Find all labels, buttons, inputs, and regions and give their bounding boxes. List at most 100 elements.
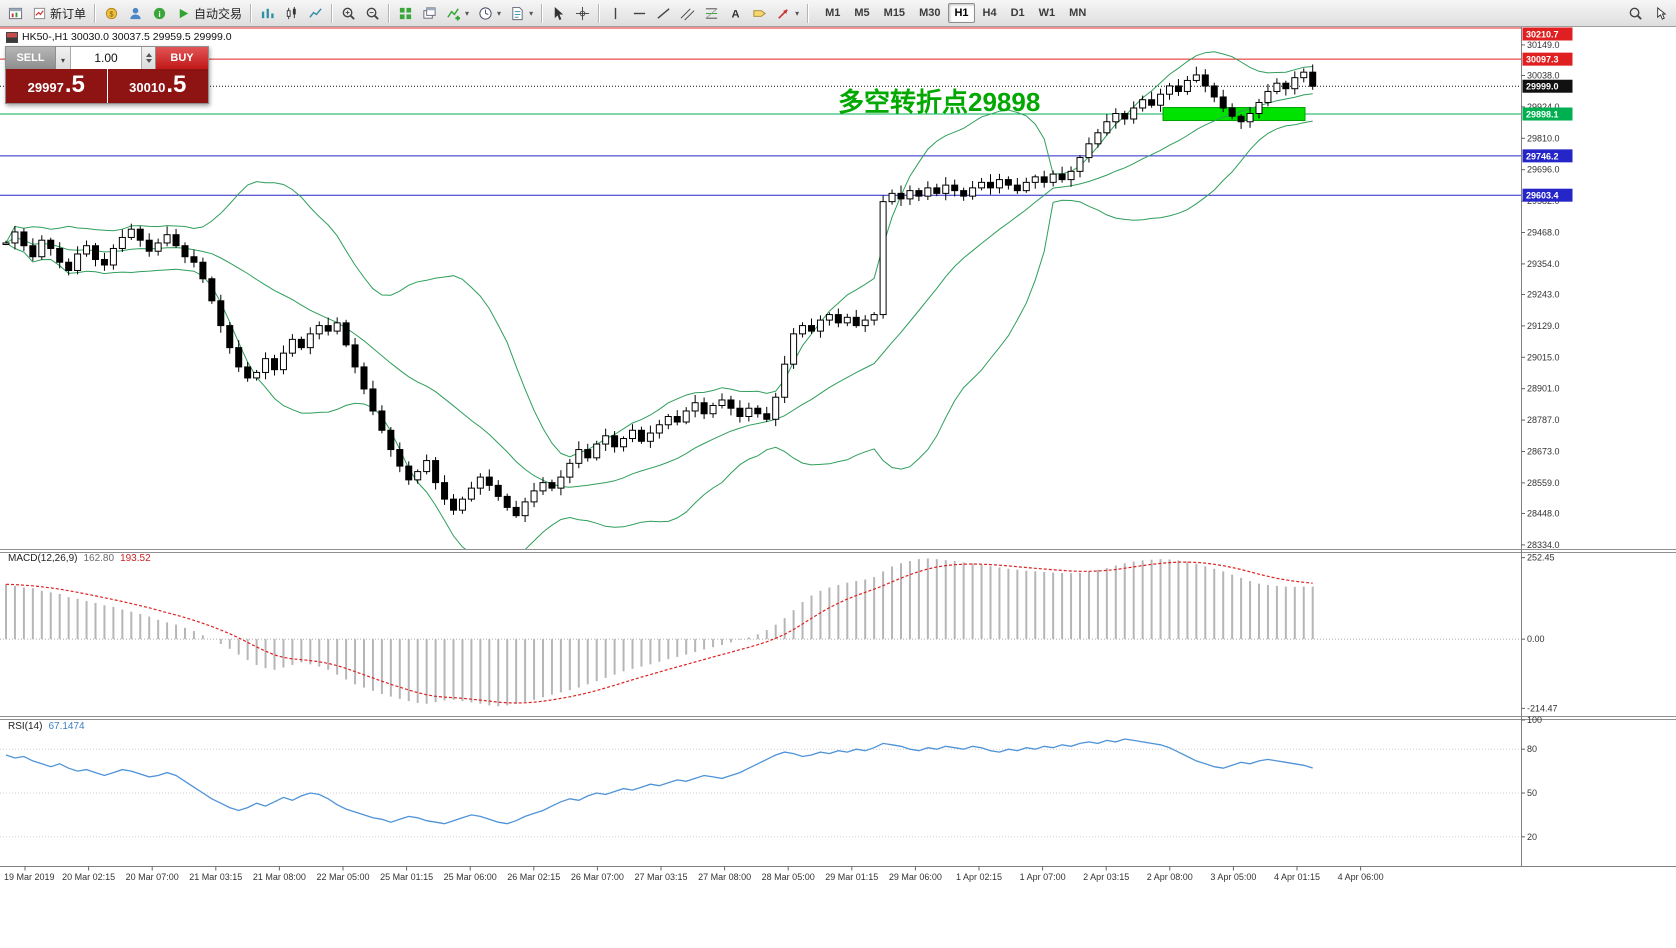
buy-button[interactable]: BUY [156, 47, 208, 69]
time-label: 22 Mar 05:00 [316, 872, 369, 882]
volume-input[interactable] [71, 47, 142, 69]
candle-chart-button[interactable] [280, 2, 303, 24]
macd-indicator-label: MACD(12,26,9) 162.80 193.52 [8, 553, 151, 564]
timeframe-m1-button[interactable]: M1 [819, 3, 846, 23]
sell-button[interactable]: SELL [6, 47, 56, 69]
text-label-button[interactable] [748, 2, 771, 24]
play-icon [176, 6, 191, 21]
chart-canvas[interactable]: 30149.030038.029924.029810.029696.029582… [0, 27, 1676, 890]
svg-text:29354.0: 29354.0 [1527, 259, 1560, 269]
autotrading-button[interactable]: 自动交易 [172, 2, 246, 24]
time-label: 4 Apr 01:15 [1274, 872, 1320, 882]
tile-windows-button[interactable] [394, 2, 417, 24]
channel-icon [680, 6, 695, 21]
arrows-button[interactable]: ▾ [772, 2, 803, 24]
market-button[interactable]: $ [100, 2, 123, 24]
timeframe-w1-button[interactable]: W1 [1033, 3, 1062, 23]
timeframe-h4-button[interactable]: H4 [977, 3, 1003, 23]
zoom-in-button[interactable] [337, 2, 360, 24]
text-button[interactable]: A [724, 2, 747, 24]
fibonacci-button[interactable] [700, 2, 723, 24]
macd-signal-value: 193.52 [120, 553, 151, 564]
pointer-tool-button[interactable] [1649, 2, 1672, 24]
cursor-icon [551, 6, 566, 21]
toolbar-separator [331, 3, 334, 23]
cursor-button[interactable] [547, 2, 570, 24]
timeframe-d1-button[interactable]: D1 [1005, 3, 1031, 23]
price-main-digits: 30010 [129, 80, 166, 95]
pointer-icon [1653, 6, 1668, 21]
price-badge-29603.4 [1522, 188, 1573, 202]
horizontal-line-button[interactable] [628, 2, 651, 24]
template-icon [510, 6, 525, 21]
dropdown-arrow-icon[interactable]: ▾ [497, 8, 502, 18]
line-chart-button[interactable] [304, 2, 327, 24]
zoomin-icon [341, 6, 356, 21]
main-price-pane[interactable] [0, 27, 1521, 561]
toolbar-separator [94, 3, 97, 23]
svg-text:29898.1: 29898.1 [1526, 110, 1559, 120]
neworder-icon [32, 6, 47, 21]
dropdown-arrow-icon[interactable]: ▾ [795, 8, 800, 18]
rsi-indicator-label: RSI(14) 67.1474 [8, 721, 85, 732]
community-button[interactable] [124, 2, 147, 24]
zoomout-icon [365, 6, 380, 21]
chart-mini-icon [6, 31, 18, 43]
timeframe-m15-button[interactable]: M15 [878, 3, 911, 23]
price-badge-29898.1 [1522, 107, 1573, 121]
spin-up-icon[interactable] [145, 53, 152, 57]
hline-icon [632, 6, 647, 21]
crosshair-button[interactable] [571, 2, 594, 24]
timeframe-h1-button[interactable]: H1 [948, 3, 975, 23]
rsi-title: RSI(14) [8, 721, 43, 732]
new-order-button[interactable]: 新订单 [28, 2, 90, 24]
svg-text:100: 100 [1527, 715, 1542, 725]
indicators-button[interactable]: ▾ [442, 2, 473, 24]
horizontal-level-lines[interactable] [0, 27, 1521, 196]
periods-button[interactable]: ▾ [474, 2, 505, 24]
time-label: 19 Mar 2019 [4, 872, 55, 882]
vline-icon [608, 6, 623, 21]
time-axis[interactable]: 19 Mar 2019 20 Mar 02:15 20 Mar 07:00 21 Ma… [4, 866, 1384, 883]
svg-text:29746.2: 29746.2 [1526, 151, 1559, 161]
svg-text:29696.0: 29696.0 [1527, 165, 1560, 175]
vertical-line-button[interactable] [604, 2, 627, 24]
timeframe-m30-button[interactable]: M30 [913, 3, 946, 23]
buy-price[interactable]: 30010.5 [107, 69, 208, 103]
timeframe-mn-button[interactable]: MN [1063, 3, 1092, 23]
macd-signal-line [5, 561, 1313, 704]
toolbar-separator [388, 3, 391, 23]
templates-button[interactable]: ▾ [506, 2, 537, 24]
price-badge-30210.7 [1522, 27, 1573, 41]
svg-text:29924.0: 29924.0 [1527, 102, 1560, 112]
dropdown-arrow-icon[interactable]: ▾ [465, 8, 470, 18]
channel-button[interactable] [676, 2, 699, 24]
pane-separators[interactable] [0, 27, 1676, 867]
rsi-line [5, 738, 1313, 825]
svg-text:A: A [732, 8, 740, 20]
timeframe-m5-button[interactable]: M5 [848, 3, 875, 23]
gold-icon: $ [104, 6, 119, 21]
rsi-pane[interactable] [0, 738, 1521, 838]
svg-text:29810.0: 29810.0 [1527, 133, 1560, 143]
help-button[interactable]: i [148, 2, 171, 24]
time-label: 2 Apr 08:00 [1147, 872, 1193, 882]
trendline-button[interactable] [652, 2, 675, 24]
macd-pane[interactable] [0, 558, 1521, 707]
zoom-out-button[interactable] [361, 2, 384, 24]
svg-text:-214.47: -214.47 [1527, 703, 1558, 713]
spin-down-icon[interactable] [145, 59, 152, 63]
toolbar: 新订单 $ i 自动交易 ▾ ▾ ▾ A ▾ M1 M5 M15 M30 H1 H4 D1 W1 MN [0, 0, 1676, 27]
symbol-info: HK50-,H1 30030.0 30037.5 29959.5 29999.0 [6, 31, 232, 43]
svg-text:29129.0: 29129.0 [1527, 321, 1560, 331]
macd-histogram [5, 558, 1314, 707]
sell-price[interactable]: 29997.5 [6, 69, 107, 103]
volume-spinner[interactable] [142, 47, 156, 69]
dropdown-arrow-icon[interactable]: ▾ [529, 8, 534, 18]
chart-window-button[interactable] [4, 2, 27, 24]
window-icon [8, 6, 23, 21]
volume-dropdown-button[interactable] [56, 47, 71, 69]
auto-arrange-button[interactable] [418, 2, 441, 24]
search-button[interactable] [1624, 2, 1647, 24]
bar-chart-button[interactable] [256, 2, 279, 24]
